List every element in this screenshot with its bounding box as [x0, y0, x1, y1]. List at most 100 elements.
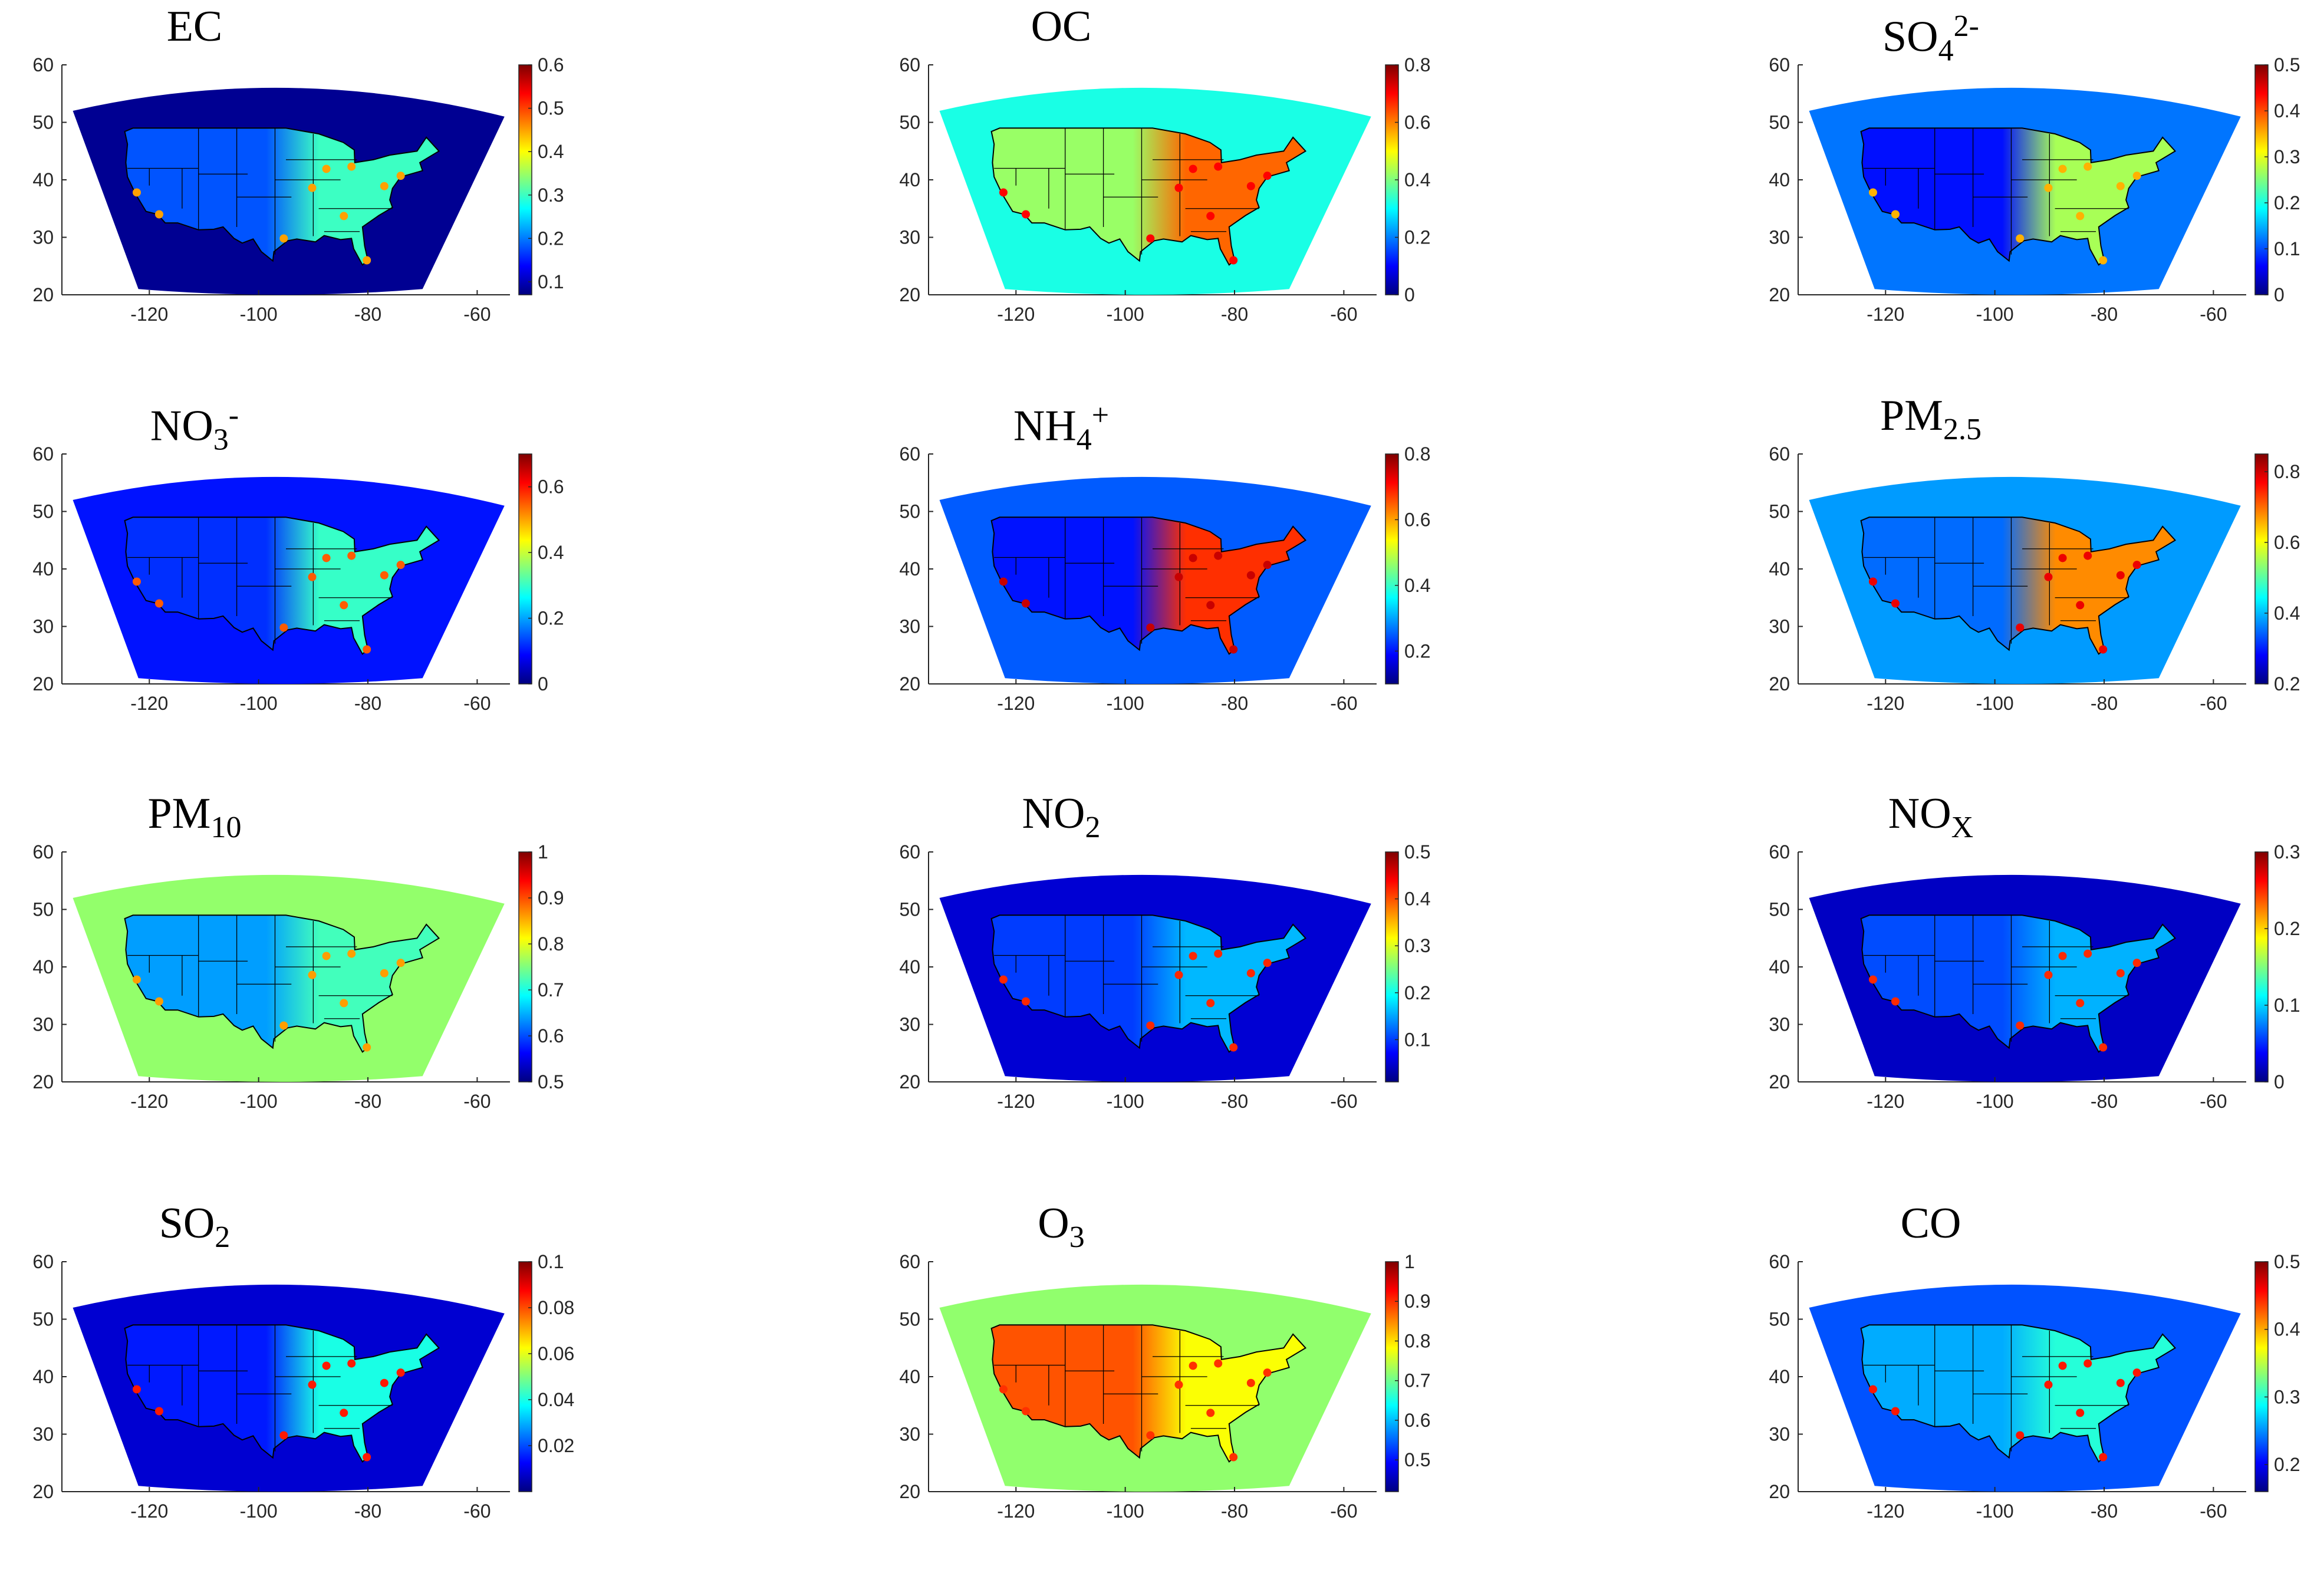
hotspot-marker: [2132, 959, 2141, 968]
y-tick-label: 50: [899, 501, 920, 522]
hotspot-marker: [308, 970, 317, 979]
panel-title-part: PM: [147, 789, 211, 838]
land-area: [990, 516, 1307, 655]
colorbar-tick-label: 0: [538, 673, 548, 695]
colorbar-tick-label: 0.3: [1404, 935, 1430, 956]
hotspot-marker: [1263, 959, 1272, 968]
y-tick-label: 50: [899, 1309, 920, 1330]
map-panel: CO -120 -100 -80 -60 20 30 40 50 60 0.2 0.3 0.4 0.5: [1736, 1197, 2314, 1574]
hotspot-marker: [363, 1453, 371, 1462]
land-area: [990, 127, 1307, 266]
panel-title-part: 3: [213, 423, 229, 457]
hotspot-marker: [279, 234, 288, 243]
y-tick-label: 20: [1769, 673, 1790, 695]
colorbar: [1385, 1261, 1399, 1492]
land-area: [124, 1324, 440, 1463]
hotspot-marker: [1146, 1021, 1155, 1030]
hotspot-marker: [2016, 234, 2025, 243]
hotspot-marker: [380, 571, 389, 580]
hotspot-marker: [2076, 601, 2085, 610]
x-tick-label: -100: [1976, 304, 2014, 325]
y-tick-label: 40: [1769, 169, 1790, 190]
map-panel: O3 -120 -100 -80 -60 20 30 40 50 60 0.5 0.6 0.7 0.8 0.…: [867, 1197, 1574, 1574]
panel-title-part: NO: [1022, 789, 1085, 838]
colorbar: [2254, 453, 2269, 685]
x-tick-label: -80: [354, 1500, 381, 1522]
colorbar-tick-label: 0.8: [1404, 54, 1430, 75]
hotspot-marker: [1021, 1407, 1030, 1416]
x-tick-label: -60: [463, 1500, 491, 1522]
hotspot-marker: [308, 1380, 317, 1389]
y-tick-label: 40: [32, 1366, 54, 1387]
x-tick-label: -100: [240, 1500, 278, 1522]
map-plot: -120 -100 -80 -60 20 30 40 50 60 0.5 0.6 0.7 0.8 0.9 1: [899, 1251, 1430, 1522]
map-plot: -120 -100 -80 -60 20 30 40 50 60 0.1 0.2 0.3 0.4 0.5: [899, 841, 1430, 1112]
map-plot: -120 -100 -80 -60 20 30 40 50 60 0.2 0.4 0.6 0.8: [899, 443, 1430, 714]
panel-title-part: 2.5: [1943, 412, 1981, 446]
hotspot-marker: [2016, 1021, 2025, 1030]
x-tick-label: -60: [2200, 693, 2227, 714]
colorbar-tick-label: 0.4: [538, 542, 564, 563]
y-tick-label: 30: [32, 1424, 54, 1445]
hotspot-marker: [1206, 1409, 1215, 1417]
x-tick-label: -100: [1976, 693, 2014, 714]
map-panel: NH4+ -120 -100 -80 -60 20 30 40 50 60 0.2 0.4 0.6 0.8: [867, 389, 1574, 766]
y-tick-label: 50: [1769, 1309, 1790, 1330]
hotspot-marker: [1189, 1361, 1197, 1370]
y-tick-label: 50: [32, 501, 54, 522]
hotspot-marker: [1021, 997, 1030, 1006]
y-tick-label: 40: [1769, 1366, 1790, 1387]
x-tick-label: -60: [1330, 693, 1357, 714]
hotspot-marker: [380, 1378, 389, 1387]
hotspot-marker: [1229, 256, 1238, 265]
colorbar-tick-label: 0.6: [1404, 509, 1430, 530]
y-tick-label: 20: [32, 673, 54, 695]
hotspot-marker: [1174, 970, 1183, 979]
hotspot-marker: [1174, 572, 1183, 581]
y-tick-label: 50: [32, 112, 54, 133]
hotspot-marker: [2058, 554, 2067, 562]
colorbar-tick-label: 0.9: [538, 887, 564, 909]
y-tick-label: 60: [1769, 841, 1790, 863]
x-tick-label: -80: [1221, 1500, 1248, 1522]
x-tick-label: -80: [1221, 304, 1248, 325]
hotspot-marker: [363, 1043, 371, 1052]
y-tick-label: 20: [1769, 284, 1790, 305]
hotspot-marker: [2116, 969, 2125, 978]
map-panel: NO2 -120 -100 -80 -60 20 30 40 50 60 0.1 0.2 0.3 0.4 0…: [867, 787, 1574, 1164]
colorbar: [2254, 851, 2269, 1082]
panel-title-part: NO: [150, 402, 213, 450]
colorbar-tick-label: 0.2: [2274, 1454, 2300, 1475]
hotspot-marker: [1174, 183, 1183, 192]
colorbar-tick-label: 0.4: [1404, 575, 1430, 596]
y-tick-label: 20: [899, 673, 920, 695]
x-tick-label: -120: [997, 1091, 1035, 1112]
y-tick-label: 60: [32, 841, 54, 863]
colorbar-tick-label: 0.4: [1404, 169, 1430, 190]
hotspot-marker: [1229, 1453, 1238, 1462]
colorbar-tick-label: 0: [2274, 1071, 2285, 1092]
hotspot-marker: [1214, 1359, 1223, 1368]
panel-title-part: 4: [1938, 34, 1954, 68]
colorbar: [1385, 453, 1399, 685]
map-plot: -120 -100 -80 -60 20 30 40 50 60 0 0.2 0.4 0.6: [32, 443, 564, 714]
x-tick-label: -60: [1330, 304, 1357, 325]
y-tick-label: 30: [899, 227, 920, 248]
hotspot-marker: [2044, 970, 2053, 979]
panel-title-part: 2-: [1953, 9, 1979, 43]
colorbar-tick-label: 0.2: [2274, 192, 2300, 213]
hotspot-marker: [1263, 172, 1272, 180]
x-tick-label: -120: [130, 693, 168, 714]
hotspot-marker: [340, 999, 348, 1008]
y-tick-label: 40: [899, 558, 920, 580]
colorbar-tick-label: 0.4: [2274, 100, 2300, 121]
hotspot-marker: [2116, 1378, 2125, 1387]
y-tick-label: 20: [32, 1071, 54, 1092]
hotspot-marker: [2016, 1431, 2025, 1440]
hotspot-marker: [1021, 210, 1030, 219]
hotspot-marker: [132, 188, 141, 197]
land-area: [1860, 1324, 2177, 1463]
map-plot: -120 -100 -80 -60 20 30 40 50 60 0.2 0.3 0.4 0.5: [1769, 1251, 2300, 1522]
panel-title: NO2: [867, 787, 1256, 854]
y-tick-label: 30: [32, 227, 54, 248]
